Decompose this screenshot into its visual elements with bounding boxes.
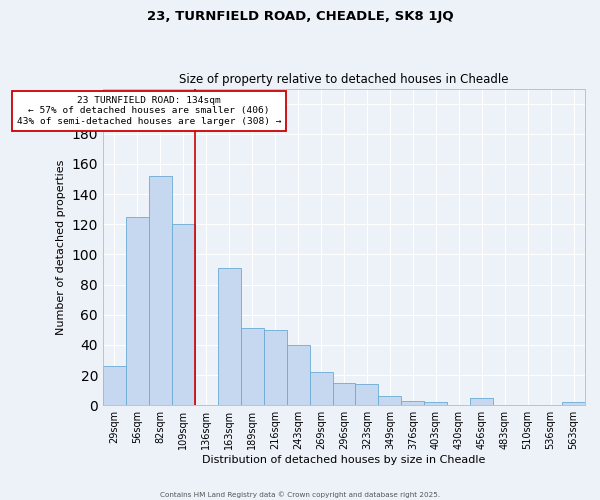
Bar [149,176,172,406]
Text: 23 TURNFIELD ROAD: 134sqm
← 57% of detached houses are smaller (406)
43% of semi: 23 TURNFIELD ROAD: 134sqm ← 57% of detac… [17,96,281,126]
Bar [263,330,287,406]
Text: Contains HM Land Registry data © Crown copyright and database right 2025.: Contains HM Land Registry data © Crown c… [160,491,440,498]
Y-axis label: Number of detached properties: Number of detached properties [56,160,66,334]
Bar [218,268,241,406]
Bar [470,398,493,406]
Bar [103,366,126,406]
Bar [562,402,585,406]
Text: 23, TURNFIELD ROAD, CHEADLE, SK8 1JQ: 23, TURNFIELD ROAD, CHEADLE, SK8 1JQ [146,10,454,23]
Bar [287,345,310,406]
Bar [424,402,447,406]
Bar [172,224,195,406]
Bar [241,328,263,406]
Bar [126,217,149,406]
Bar [310,372,332,406]
X-axis label: Distribution of detached houses by size in Cheadle: Distribution of detached houses by size … [202,455,485,465]
Bar [355,384,379,406]
Bar [379,396,401,406]
Title: Size of property relative to detached houses in Cheadle: Size of property relative to detached ho… [179,73,509,86]
Bar [332,382,355,406]
Bar [401,401,424,406]
